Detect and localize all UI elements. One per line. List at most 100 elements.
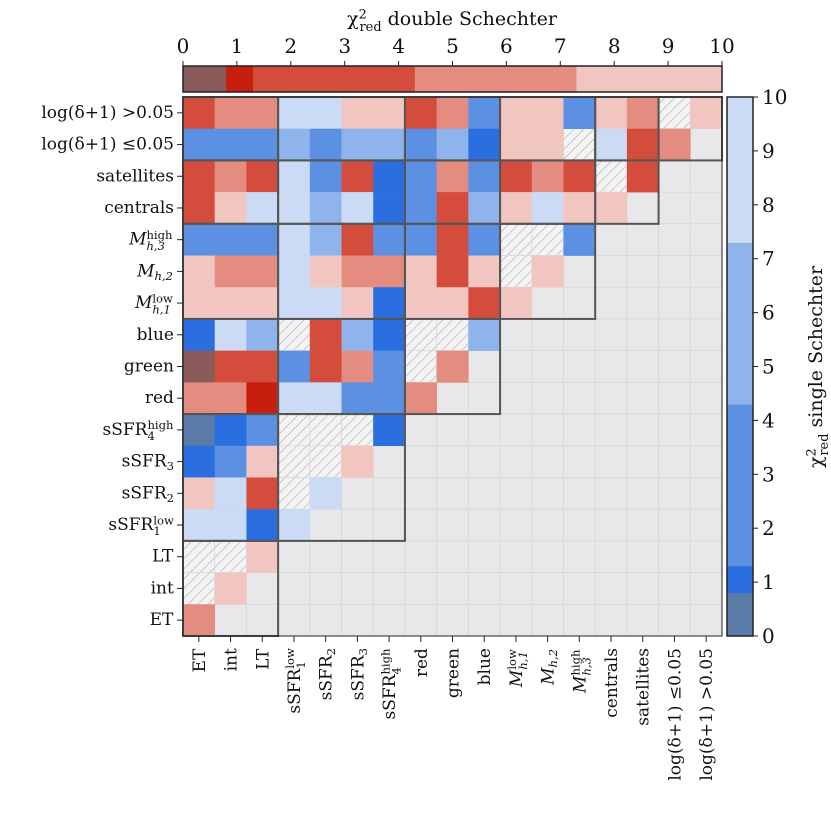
label-base: red xyxy=(412,648,432,677)
label-sup: 2 xyxy=(359,8,367,23)
group-outline xyxy=(403,317,502,416)
cell-double xyxy=(436,192,469,225)
cell-single xyxy=(278,97,311,130)
cell-single xyxy=(183,318,216,351)
hatched-cell xyxy=(310,414,342,446)
label-base: LT xyxy=(253,648,273,670)
cell-double xyxy=(214,287,247,320)
row-label-text: LT xyxy=(152,547,174,567)
column-label-text: blue xyxy=(475,648,495,685)
cell-double xyxy=(214,255,247,288)
row-label-text: log(δ+1) >0.05 xyxy=(41,103,174,123)
cell-double xyxy=(341,350,374,383)
column-label: Mhighh,3 xyxy=(569,649,594,694)
cell-double xyxy=(246,255,279,288)
cell-double xyxy=(404,255,437,288)
cell-double xyxy=(183,382,216,415)
group-outline xyxy=(277,413,406,542)
label-base: int xyxy=(151,578,174,598)
row-label: sSFRlow 1 xyxy=(108,513,174,538)
cell-single xyxy=(468,97,501,130)
hatched-cell xyxy=(437,319,468,351)
label-base: sSFR xyxy=(122,483,168,503)
colorbar-tick-label: 5 xyxy=(762,355,775,379)
label-sub: 3 xyxy=(167,459,174,473)
column-label-text: LT xyxy=(253,648,273,670)
cell-double xyxy=(658,128,691,161)
colorbar-label-text: χ2red single Schechter xyxy=(805,265,831,468)
cell-double xyxy=(404,382,437,415)
colorbar-tick-label: 3 xyxy=(762,462,775,486)
cell-double xyxy=(468,255,501,288)
column-label-text: Mlowh,1 xyxy=(505,649,530,688)
cell-single xyxy=(278,160,311,193)
cell-double xyxy=(214,350,247,383)
cell-single xyxy=(183,509,216,542)
column-label: sSFR3 xyxy=(348,648,369,700)
label-base: sSFR xyxy=(348,654,368,700)
colorbar-tick-label: 0 xyxy=(177,34,190,58)
column-label: log(δ+1) ≤0.05 xyxy=(665,648,685,781)
hatched-cell xyxy=(563,129,595,160)
row-label-text: Mlow h,1 xyxy=(134,291,173,316)
label-base: log(δ+1) ≤0.05 xyxy=(41,135,174,155)
row-label: sSFR2 xyxy=(122,483,174,504)
cell-double xyxy=(436,160,469,193)
cell-double xyxy=(183,192,216,225)
hatched-cell xyxy=(595,160,627,192)
label-sub: h,1 xyxy=(516,651,530,669)
colorbar-tick-label: 3 xyxy=(338,34,351,58)
colorbar-tick-label: 4 xyxy=(392,34,405,58)
cell-double xyxy=(373,97,406,130)
cell-single xyxy=(373,318,406,351)
column-label: sSFRhigh4 xyxy=(378,648,403,719)
row-label-text: sSFRhigh 4 xyxy=(103,418,174,443)
cell-single xyxy=(404,160,437,193)
label-base: χ xyxy=(805,456,827,468)
row-label-text: int xyxy=(151,578,174,598)
column-label-text: ET xyxy=(190,648,210,672)
colorbar-label: χ2red single Schechter xyxy=(805,265,831,468)
cell-single xyxy=(373,382,406,415)
cell-single xyxy=(373,350,406,383)
column-label-text: sSFR2 xyxy=(317,648,338,700)
cell-double xyxy=(214,160,247,193)
cell-single xyxy=(309,128,342,161)
label-sup: low xyxy=(283,648,297,669)
column-label: red xyxy=(412,648,432,677)
label-sub: 3 xyxy=(356,648,370,655)
row-label-text: log(δ+1) ≤0.05 xyxy=(41,135,174,155)
label-base: blue xyxy=(475,648,495,685)
label-base: green xyxy=(124,357,174,377)
row-label-text: Mhigh h,3 xyxy=(128,228,173,253)
cell-double xyxy=(531,255,564,288)
hatched-cell xyxy=(405,319,437,351)
cell-double xyxy=(500,192,533,225)
column-label: satellites xyxy=(634,648,654,726)
hatched-cell xyxy=(500,256,532,287)
cell-single xyxy=(246,509,279,542)
row-label-text: sSFR2 xyxy=(122,483,174,504)
label-base: red xyxy=(145,388,174,408)
hatched-cell xyxy=(278,477,310,509)
cell-single xyxy=(468,318,501,351)
cell-double xyxy=(183,604,216,637)
column-label: int xyxy=(222,648,242,671)
cell-single xyxy=(278,255,311,288)
colorbar-tick-label: 10 xyxy=(709,34,734,58)
hatched-cell xyxy=(183,541,215,573)
column-label-text: sSFR3 xyxy=(348,648,369,700)
cell-single xyxy=(341,318,374,351)
column-label-text: Mhighh,3 xyxy=(569,649,594,694)
hatched-cell xyxy=(215,541,246,573)
cell-single xyxy=(246,223,279,256)
colorbar-tick-label: 6 xyxy=(762,301,775,325)
cell-double xyxy=(563,160,596,193)
cell-double xyxy=(436,350,469,383)
cell-single xyxy=(404,223,437,256)
colorbar-tick-label: 8 xyxy=(762,193,775,217)
cell-single xyxy=(214,509,247,542)
cell-single xyxy=(373,128,406,161)
cell-double xyxy=(531,97,564,130)
cell-double xyxy=(214,192,247,225)
